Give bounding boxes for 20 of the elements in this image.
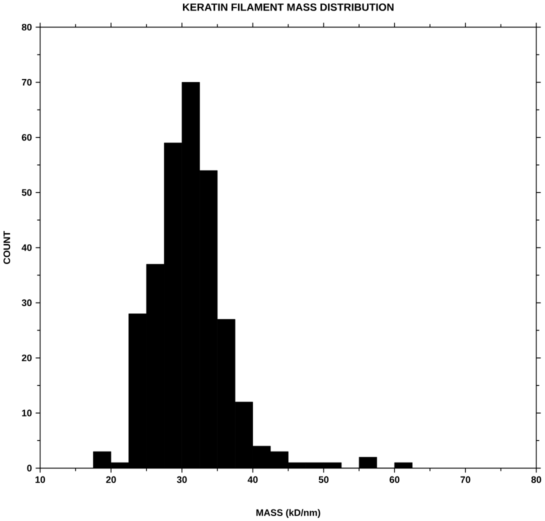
x-tick-label: 40 — [248, 476, 258, 483]
chart-title: KERATIN FILAMENT MASS DISTRIBUTION — [182, 3, 394, 11]
x-tick-label: 70 — [460, 476, 470, 483]
y-axis-title: COUNT — [3, 230, 10, 264]
y-tick-label: 60 — [22, 134, 32, 141]
x-tick-label: 20 — [106, 476, 116, 483]
y-tick-label: 70 — [22, 78, 32, 86]
y-tick-label: 80 — [22, 24, 32, 30]
y-tick-label: 0 — [27, 464, 32, 472]
x-tick-label: 50 — [318, 476, 329, 483]
x-tick-label: 80 — [531, 476, 542, 483]
x-axis-title: MASS (kD/nm) — [256, 508, 320, 518]
y-tick-label: 20 — [22, 354, 32, 362]
x-tick-label: 30 — [176, 476, 187, 483]
x-tick-label: 60 — [390, 476, 400, 483]
x-tick-label: 10 — [36, 476, 46, 483]
y-tick-label: 30 — [22, 299, 32, 306]
y-tick-label: 50 — [22, 189, 32, 196]
y-tick-label: 10 — [22, 410, 32, 416]
y-tick-label: 40 — [22, 244, 32, 251]
